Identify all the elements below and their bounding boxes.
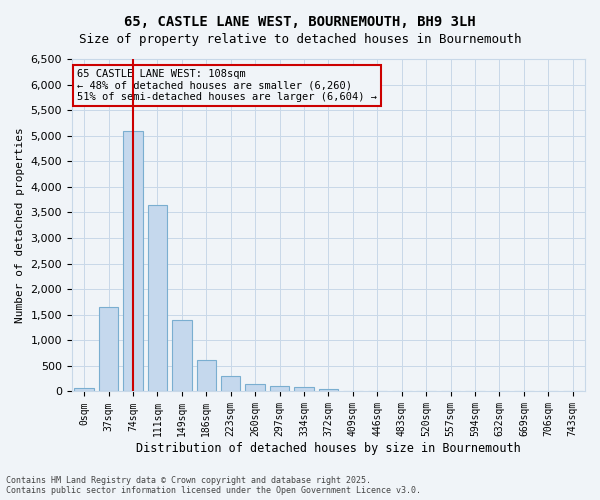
Bar (74, 388, 94, 392)
Text: 65, CASTLE LANE WEST, BOURNEMOUTH, BH9 3LH: 65, CASTLE LANE WEST, BOURNEMOUTH, BH9 3… (124, 15, 476, 29)
Bar (123, 130, 143, 392)
Bar (294, 388, 314, 392)
Text: Size of property relative to detached houses in Bournemouth: Size of property relative to detached ho… (79, 32, 521, 46)
X-axis label: Distribution of detached houses by size in Bournemouth: Distribution of detached houses by size … (136, 442, 521, 455)
Y-axis label: Number of detached properties: Number of detached properties (15, 128, 25, 323)
Bar (319, 388, 338, 392)
Bar (245, 384, 265, 392)
Text: 65 CASTLE LANE WEST: 108sqm
← 48% of detached houses are smaller (6,260)
51% of : 65 CASTLE LANE WEST: 108sqm ← 48% of det… (77, 69, 377, 102)
Bar (99, 307, 118, 392)
Bar (221, 376, 241, 392)
Bar (172, 320, 191, 392)
Bar (197, 360, 216, 392)
Bar (148, 205, 167, 392)
Bar (270, 386, 289, 392)
Text: Contains HM Land Registry data © Crown copyright and database right 2025.
Contai: Contains HM Land Registry data © Crown c… (6, 476, 421, 495)
